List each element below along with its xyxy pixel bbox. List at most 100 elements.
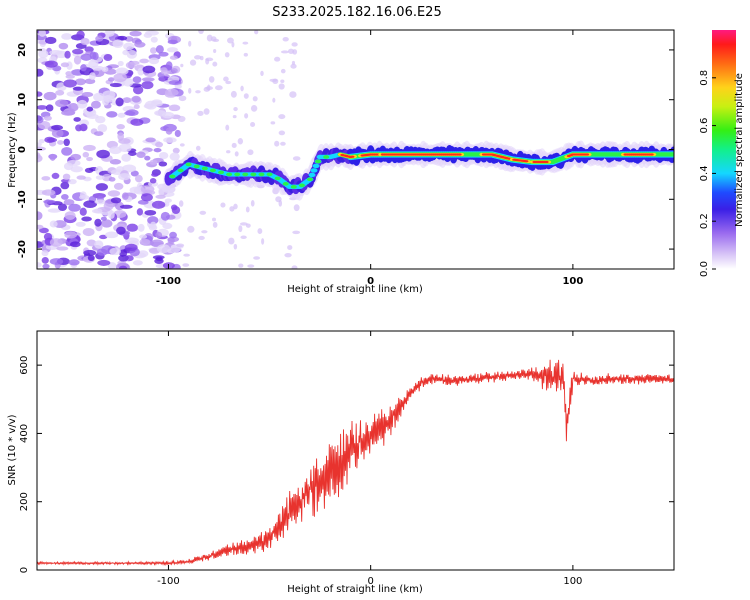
- spectrogram-noise-blob: [70, 165, 83, 173]
- colorbar-tick-label: 0.6: [699, 118, 710, 134]
- ridge-red: [524, 160, 529, 163]
- spectrogram-noise-blob: [206, 34, 213, 42]
- spectrogram-noise-blob: [57, 203, 68, 211]
- spectrogram-noise-blob: [121, 97, 133, 103]
- spectrogram-noise-blob: [80, 37, 90, 46]
- spectrogram-noise-blob: [151, 200, 166, 209]
- spectrogram-noise-blob: [129, 30, 142, 37]
- spectrogram-noise-blob: [238, 225, 243, 233]
- spectrogram-noise-blob: [291, 42, 298, 47]
- colorbar: 0.0 0.2 0.4 0.6 0.8 Normalized spectral ampl…: [699, 30, 745, 277]
- spectrogram-noise-blob: [80, 64, 87, 72]
- spectrogram-noise-blob: [160, 69, 170, 75]
- spectrogram-noise-blob: [172, 147, 180, 154]
- spectrogram-noise-blob: [117, 112, 126, 118]
- spectrogram-noise-blob: [121, 192, 129, 200]
- ridge-green: [169, 174, 176, 179]
- spectrogram-noise-blob: [82, 151, 90, 158]
- spectrogram-noise-blob: [292, 230, 301, 235]
- spectrogram-noise-blob: [64, 231, 78, 239]
- spectrogram-noise-blob: [55, 90, 65, 96]
- spectrogram-noise-blob: [140, 185, 155, 194]
- ridge-cyan: [310, 168, 318, 173]
- spectrogram-noise-blob: [109, 159, 122, 165]
- spectrogram-noise-blob: [80, 53, 92, 61]
- ridge-green: [218, 170, 225, 175]
- spectrogram-noise-blob: [272, 97, 276, 103]
- ridge-green: [201, 166, 208, 171]
- spectrogram-noise-blob: [126, 223, 139, 232]
- ridge-green: [298, 183, 305, 188]
- spectrogram-y-axis-label: Frequency (Hz): [7, 112, 18, 188]
- spectrogram-noise-blob: [55, 99, 69, 108]
- spectrogram-noise-blob: [119, 265, 128, 269]
- spectrogram-noise-blob: [165, 61, 173, 71]
- spectrogram-noise-blob: [79, 207, 87, 216]
- spectrogram-noise-blob: [95, 183, 108, 191]
- spectrogram-noise-blob: [162, 222, 173, 230]
- spectrogram-noise-blob: [37, 68, 44, 77]
- spectrogram-noise-blob: [199, 55, 204, 61]
- spectrogram-noise-blob: [250, 199, 255, 207]
- spectrogram-noise-blob: [253, 256, 261, 260]
- spectrogram-noise-blob: [284, 253, 292, 258]
- snr-marks: [37, 359, 674, 566]
- spectrogram-noise-blob: [64, 211, 76, 220]
- y-tick-label: 400: [19, 424, 30, 443]
- spectrogram-noise-blob: [164, 88, 179, 97]
- spectrogram-noise-blob: [250, 105, 258, 112]
- spectrogram-noise-blob: [155, 256, 163, 262]
- spectrogram-noise-blob: [87, 254, 95, 262]
- spectrogram-noise-blob: [287, 48, 295, 54]
- spectrogram-noise-blob: [116, 124, 125, 130]
- spectrogram-noise-blob: [112, 39, 124, 48]
- spectrogram-noise-blob: [199, 210, 207, 215]
- y-tick-label: 10: [17, 93, 28, 107]
- spectrogram-noise-blob: [60, 181, 70, 190]
- spectrogram-noise-blob: [237, 138, 244, 145]
- spectrogram-noise-blob: [117, 60, 124, 67]
- spectrogram-noise-blob: [102, 98, 110, 106]
- spectrogram-noise-blob: [71, 48, 84, 55]
- spectrogram-noise-blob: [83, 249, 97, 256]
- spectrogram-noise-blob: [179, 200, 184, 207]
- x-tick-label: -100: [157, 576, 180, 587]
- spectrogram-noise-blob: [161, 111, 175, 119]
- spectrogram-noise-blob: [245, 206, 250, 213]
- spectrogram-noise-blob: [168, 104, 181, 112]
- spectrogram-noise-blob: [74, 78, 87, 86]
- spectrogram-noise-blob: [168, 80, 182, 86]
- spectrogram-noise-blob: [177, 115, 186, 123]
- spectrogram-noise-blob: [180, 63, 184, 68]
- spectrogram-noise-blob: [205, 57, 214, 62]
- spectrogram-noise-blob: [240, 235, 247, 240]
- ridge-green: [177, 168, 184, 173]
- spectrogram-noise-blob: [208, 76, 215, 83]
- spectrogram-x-ticks: -100 0 100: [156, 30, 583, 287]
- spectrogram-noise-blob: [73, 117, 81, 122]
- spectrogram-noise-blob: [148, 57, 160, 65]
- spectrogram-noise-blob: [115, 67, 129, 76]
- spectrogram-noise-blob: [229, 206, 235, 212]
- spectrogram-noise-blob: [37, 91, 43, 97]
- spectrogram-noise-blob: [97, 124, 108, 133]
- spectrogram-noise-blob: [174, 84, 182, 89]
- spectrogram-noise-blob: [94, 240, 104, 249]
- spectrogram-noise-blob: [41, 189, 56, 196]
- spectrogram-noise-blob: [212, 221, 218, 228]
- spectrogram-noise-blob: [254, 30, 259, 35]
- spectrogram-noise-blob: [100, 216, 107, 221]
- spectrogram-noise-blob: [38, 30, 46, 37]
- ridge-green: [266, 172, 273, 177]
- spectrogram-noise-blob: [250, 121, 256, 127]
- spectrogram-noise-blob: [37, 105, 48, 110]
- spectrogram-noise-blob: [41, 256, 49, 264]
- spectrogram-noise-blob: [73, 55, 82, 65]
- spectrogram-noise-blob: [197, 110, 204, 116]
- spectrogram-noise-blob: [102, 90, 116, 100]
- colorbar-tick-label: 0.2: [699, 213, 710, 229]
- spectrogram-noise-blob: [242, 41, 249, 45]
- spectrogram-noise-blob: [224, 52, 230, 58]
- spectrogram-noise-blob: [88, 59, 99, 68]
- spectrogram-noise-blob: [68, 259, 80, 266]
